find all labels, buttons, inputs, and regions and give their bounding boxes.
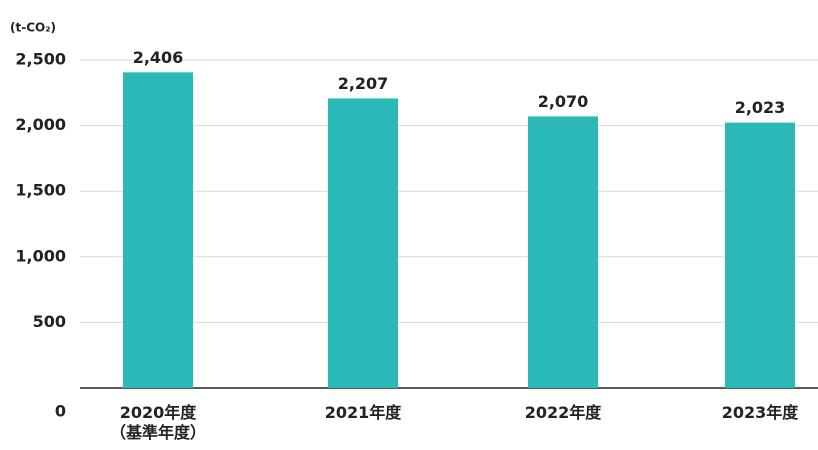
x-tick-label: 2023年度 <box>721 403 799 422</box>
y-tick-label: 500 <box>33 312 66 331</box>
x-tick-label: 2020年度 （基準年度） <box>109 403 206 442</box>
bar <box>528 116 598 388</box>
y-tick-label: 1,500 <box>15 181 66 200</box>
y-tick-label: 0 <box>55 402 66 421</box>
value-label: 2,070 <box>538 92 589 111</box>
bar <box>123 72 193 389</box>
y-tick-label: 2,000 <box>15 115 66 134</box>
bar <box>328 98 398 389</box>
value-label: 2,406 <box>133 48 184 67</box>
y-tick-label: 1,000 <box>15 246 66 265</box>
value-label: 2,023 <box>735 98 786 117</box>
x-tick-label: 2022年度 <box>524 403 602 422</box>
y-axis-label: (t-CO₂) <box>10 21 56 35</box>
x-tick-label: 2021年度 <box>324 403 402 422</box>
bar <box>725 122 795 388</box>
value-label: 2,207 <box>338 74 389 93</box>
y-tick-label: 2,500 <box>15 50 66 69</box>
